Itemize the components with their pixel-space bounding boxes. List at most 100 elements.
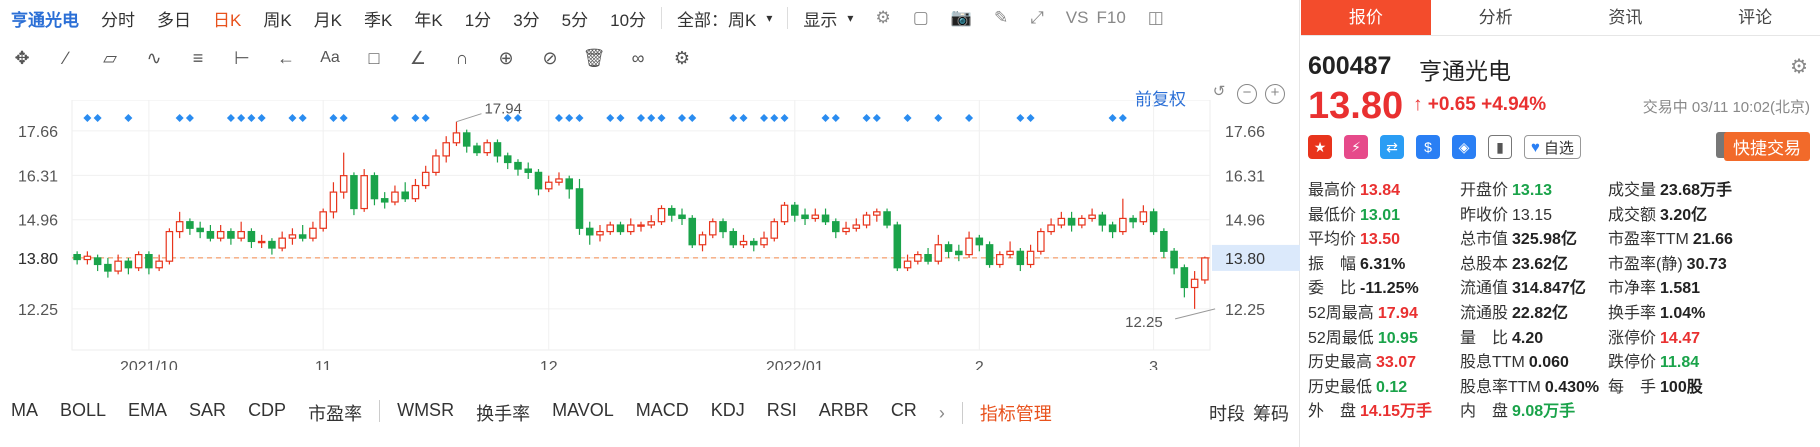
text-tool-icon[interactable]: Aa: [320, 49, 340, 66]
display-select[interactable]: 显示: [803, 10, 838, 30]
magnet-icon[interactable]: ∩: [455, 47, 469, 68]
pencil-icon[interactable]: ✎: [993, 8, 1009, 27]
tab-news[interactable]: 资讯: [1608, 8, 1643, 27]
arrow-tool-icon[interactable]: ←: [277, 47, 295, 68]
chevron-right-icon[interactable]: ›: [938, 402, 945, 423]
move-icon[interactable]: ✥: [14, 47, 30, 68]
dollar-icon[interactable]: $: [1416, 135, 1440, 159]
lock-icon[interactable]: ⊕: [498, 47, 514, 68]
high-leader: [456, 113, 482, 123]
reset-icon[interactable]: ↺: [1212, 83, 1226, 100]
comment-tool-icon[interactable]: □: [368, 47, 380, 68]
measure-tool-icon[interactable]: ⊢: [234, 47, 250, 68]
stat-label: 52周最低: [1308, 329, 1374, 347]
fib-tool-icon[interactable]: ≡: [192, 47, 204, 68]
tab-quote[interactable]: 报价: [1301, 0, 1431, 35]
indicator-4[interactable]: CDP: [248, 400, 287, 420]
gear-icon[interactable]: ⚙: [875, 8, 891, 27]
period-button[interactable]: 时段: [1209, 404, 1245, 424]
indicator-6[interactable]: WMSR: [397, 400, 455, 420]
signal-dot: [339, 114, 348, 122]
zoom-out-icon[interactable]: −: [1237, 84, 1257, 104]
wave-tool-icon[interactable]: ∿: [146, 47, 162, 68]
kline-chart[interactable]: 17.66 17.66 16.31 16.31 14.96 14.96 13.80 13.80…: [0, 100, 1300, 370]
chevron-down-icon[interactable]: ▾: [766, 11, 773, 25]
f10-button[interactable]: F10: [1096, 8, 1126, 27]
chips-button[interactable]: 筹码: [1253, 404, 1289, 424]
settings-gear-icon[interactable]: ⚙: [1790, 56, 1808, 78]
scope-select[interactable]: 全部：周K: [677, 10, 757, 30]
indicator-3[interactable]: SAR: [189, 400, 227, 420]
ruler-icon[interactable]: ∠: [409, 47, 427, 68]
shuffle-icon[interactable]: ⇄: [1380, 135, 1404, 159]
vs-button[interactable]: VS: [1065, 8, 1089, 27]
zoom-in-icon[interactable]: +: [1265, 84, 1285, 104]
line-tool-icon[interactable]: ∕: [64, 47, 68, 68]
flash-icon[interactable]: ⚡: [1344, 135, 1368, 159]
quick-trade-button[interactable]: 快捷交易: [1724, 132, 1810, 161]
candle-body: [175, 221, 184, 233]
indicator-5[interactable]: 市盈率: [308, 404, 363, 424]
indicator-8[interactable]: MAVOL: [552, 400, 614, 420]
signal-dot: [226, 114, 235, 122]
period-8[interactable]: 3分: [513, 10, 540, 30]
indicator-7[interactable]: 换手率: [476, 404, 531, 424]
indicator-2[interactable]: EMA: [128, 400, 168, 420]
color-square-icon[interactable]: ▢: [912, 8, 929, 27]
change-pct: +4.94%: [1481, 94, 1547, 115]
candle-body: [1088, 214, 1096, 220]
stat-6-2: 涨停价 14.47: [1608, 324, 1700, 348]
signal-dot: [637, 114, 645, 122]
stat-label: 昨收价: [1460, 206, 1509, 224]
tag-icon[interactable]: ◈: [1452, 135, 1476, 159]
bookmark-icon[interactable]: ▮: [1488, 135, 1512, 159]
period-9[interactable]: 5分: [561, 10, 589, 30]
add-watchlist-button[interactable]: ♥ 自选: [1524, 135, 1581, 159]
period-3[interactable]: 周K: [263, 10, 292, 30]
indicator-12[interactable]: ARBR: [818, 400, 869, 420]
stat-5-0: 52周最高 17.94: [1308, 299, 1418, 323]
period-10[interactable]: 10分: [610, 10, 647, 30]
candle-body: [1006, 250, 1014, 256]
y-tick-right: 14.96: [1225, 213, 1265, 230]
period-0[interactable]: 分时: [101, 10, 135, 30]
period-1[interactable]: 多日: [157, 10, 191, 30]
indicator-10[interactable]: KDJ: [710, 400, 745, 420]
stat-3-1: 总股本 23.62亿: [1460, 250, 1568, 274]
period-4[interactable]: 月K: [313, 10, 343, 30]
indicator-11[interactable]: RSI: [766, 400, 797, 420]
candle-body: [1170, 250, 1178, 269]
indicator-9[interactable]: MACD: [635, 400, 689, 420]
indicator-manage-button[interactable]: 指标管理: [979, 404, 1052, 424]
stat-label: 成交量: [1608, 182, 1657, 199]
stat-label: 每 手: [1608, 378, 1657, 396]
signal-dot: [93, 114, 102, 122]
link-icon[interactable]: ∞: [631, 47, 645, 68]
indicator-1[interactable]: BOLL: [60, 400, 107, 420]
period-7[interactable]: 1分: [464, 10, 492, 30]
stock-title[interactable]: 亨通光电: [11, 10, 79, 30]
sidebar-toggle-icon[interactable]: ◫: [1147, 8, 1164, 27]
camera-icon[interactable]: 📷: [950, 8, 972, 27]
draw-settings-icon[interactable]: ⚙: [673, 47, 691, 68]
signal-dot: [1026, 114, 1035, 122]
chevron-down-icon[interactable]: ▾: [847, 11, 854, 25]
channel-tool-icon[interactable]: ▱: [103, 47, 117, 68]
tab-comments[interactable]: 评论: [1738, 8, 1773, 27]
period-5[interactable]: 季K: [364, 10, 393, 30]
period-6[interactable]: 年K: [414, 10, 443, 30]
candle-body: [1016, 250, 1025, 266]
stat-value: 14.47: [1660, 329, 1701, 347]
indicator-13[interactable]: CR: [890, 400, 917, 420]
watchlist-label: 自选: [1543, 139, 1574, 157]
trash-icon[interactable]: 🗑: [582, 47, 606, 68]
period-2[interactable]: 日K: [213, 10, 242, 30]
candle-body: [1047, 224, 1055, 233]
signal-dot: [1108, 114, 1117, 122]
stat-label: 成交额: [1608, 206, 1657, 224]
indicator-0[interactable]: MA: [11, 400, 38, 420]
tab-analysis[interactable]: 分析: [1478, 8, 1513, 27]
candle-body: [698, 234, 707, 246]
fullscreen-icon[interactable]: ⤢: [1030, 8, 1044, 27]
hide-icon[interactable]: ⊘: [542, 47, 558, 68]
